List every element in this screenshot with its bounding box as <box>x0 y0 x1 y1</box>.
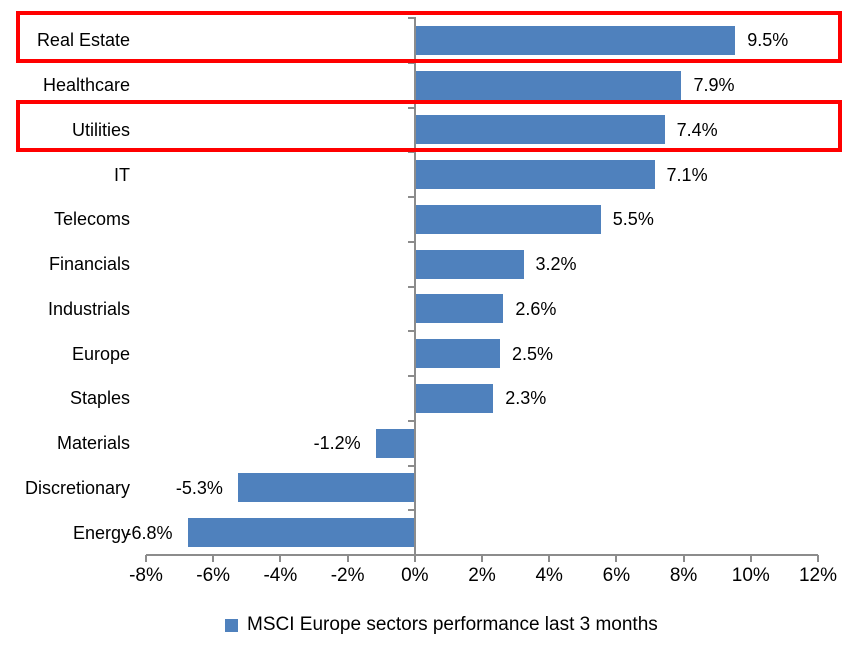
category-label: Utilities <box>71 119 130 140</box>
x-tick-mark <box>279 555 282 562</box>
x-tick-label: -2% <box>330 565 365 586</box>
category-tick-mark <box>407 554 416 556</box>
x-tick-mark <box>682 555 685 562</box>
highlight-box <box>16 100 842 152</box>
bar <box>237 473 416 503</box>
category-tick-mark <box>407 106 416 109</box>
legend-marker-icon <box>225 618 238 632</box>
x-tick-mark <box>212 555 215 562</box>
x-tick-label: -4% <box>263 565 298 586</box>
bar <box>416 160 655 190</box>
category-tick-mark <box>407 151 416 154</box>
bar <box>416 383 494 413</box>
category-tick-mark <box>407 61 416 64</box>
value-label: 2.5% <box>512 343 554 364</box>
x-tick-label: 6% <box>602 565 631 586</box>
bar <box>416 294 504 324</box>
category-label: Discretionary <box>24 477 130 498</box>
category-label: Real Estate <box>36 30 130 51</box>
bar <box>416 70 682 100</box>
category-tick-mark <box>407 509 416 512</box>
value-label: 7.1% <box>666 164 708 185</box>
category-label: Europe <box>71 343 130 364</box>
x-tick-label: 12% <box>798 565 838 586</box>
category-label: IT <box>114 164 130 185</box>
category-tick-mark <box>407 240 416 243</box>
legend: MSCI Europe sectors performance last 3 m… <box>225 613 658 637</box>
category-label: Healthcare <box>42 75 130 96</box>
value-label: -6.8% <box>125 522 173 543</box>
x-tick-mark <box>481 555 483 562</box>
x-tick-label: 10% <box>731 565 770 586</box>
x-tick-mark <box>548 555 551 562</box>
x-tick-label: -6% <box>196 565 231 586</box>
category-tick-mark <box>407 375 416 377</box>
value-label: 9.5% <box>747 30 789 51</box>
category-tick-mark <box>407 464 416 467</box>
value-label: 3.2% <box>535 254 577 275</box>
category-label: Energy <box>72 522 130 543</box>
x-tick-label: 0% <box>401 565 429 586</box>
x-tick-mark <box>615 555 618 562</box>
x-tick-mark <box>413 555 416 562</box>
bar <box>416 115 665 145</box>
category-label: Staples <box>69 388 130 409</box>
category-tick-mark <box>407 419 416 422</box>
category-label: Financials <box>48 254 130 275</box>
bar <box>416 25 736 55</box>
value-label: 7.9% <box>693 75 735 96</box>
highlight-box <box>16 10 842 63</box>
category-tick-mark <box>407 196 416 198</box>
x-tick-label: 4% <box>535 565 563 586</box>
bar <box>375 428 416 458</box>
value-label: 7.4% <box>676 119 718 140</box>
bar <box>416 339 500 369</box>
category-label: Telecoms <box>53 209 130 230</box>
legend-label: MSCI Europe sectors performance last 3 m… <box>247 614 658 635</box>
bar <box>416 204 601 234</box>
x-tick-label: -8% <box>129 565 163 586</box>
bar <box>416 249 524 279</box>
category-label: Materials <box>56 433 130 454</box>
value-label: 5.5% <box>612 209 654 230</box>
bar <box>187 518 416 548</box>
category-label: Industrials <box>47 298 130 319</box>
value-label: 2.3% <box>505 388 547 409</box>
value-label: -1.2% <box>313 433 361 454</box>
category-tick-mark <box>407 330 416 333</box>
x-tick-mark <box>749 555 752 562</box>
x-tick-mark <box>145 555 147 562</box>
value-label: 2.6% <box>515 298 557 319</box>
x-tick-mark <box>817 555 819 562</box>
category-tick-mark <box>407 285 416 288</box>
x-tick-label: 8% <box>669 565 698 586</box>
category-tick-mark <box>407 17 416 19</box>
x-tick-mark <box>346 555 349 562</box>
value-label: -5.3% <box>175 477 223 498</box>
x-tick-label: 2% <box>468 565 496 586</box>
